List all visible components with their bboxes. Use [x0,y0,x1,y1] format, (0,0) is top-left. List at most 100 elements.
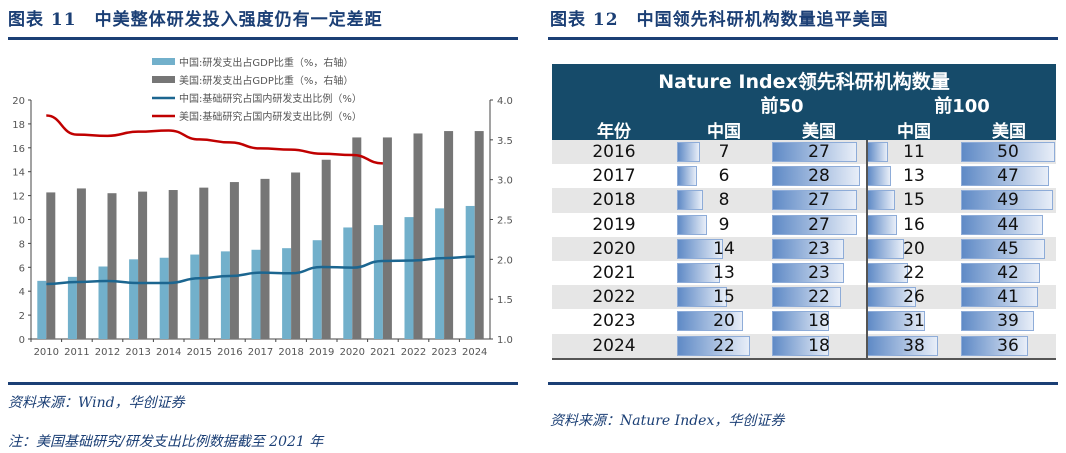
right-figure-title: 图表 12 中国领先科研机构数量追平美国 [550,10,889,30]
us50-value: 27 [808,214,830,235]
table-row: 2022 15 22 26 41 [552,285,1056,310]
cn50-data-bar [677,142,701,162]
cn100-value: 26 [903,287,925,308]
us50-data-bar [772,262,845,283]
cn50-cell: 20 [677,309,771,333]
year-cell: 2020 [592,238,636,259]
left-tick-label: 14 [12,168,25,179]
cn100-cell: 26 [867,285,961,309]
china-rd-gdp-bar [404,217,414,339]
cn50-data-bar [677,166,697,187]
x-tick-label: 2024 [462,347,487,358]
cn50-cell: 15 [677,285,771,309]
left-tick-label: 18 [12,120,25,131]
right-tick-label: 1.0 [497,335,513,346]
x-tick-label: 2021 [370,347,395,358]
us100-value: 49 [997,190,1019,211]
us100-data-bar [961,262,1040,283]
cn50-value: 22 [713,335,735,356]
cn50-cell: 7 [677,140,771,164]
legend-label: 美国:研发支出占GDP比重（%，右轴） [179,74,353,87]
x-tick-label: 2017 [248,347,273,358]
group-top100: 前100 [934,96,990,117]
right-title-rule [548,37,1058,40]
china-rd-gdp-bar [67,276,77,339]
left-tick-label: 8 [19,239,25,250]
china-rd-gdp-bar [465,205,475,339]
cn100-value: 11 [903,142,925,162]
x-tick-label: 2013 [125,347,150,358]
x-tick-label: 2012 [95,347,120,358]
us100-value: 47 [997,166,1019,187]
col-year: 年份 [597,122,631,142]
us100-data-bar [961,311,1034,332]
cn100-value: 38 [903,335,925,356]
china-rd-gdp-bar [435,208,445,339]
right-tick-label: 3.5 [497,136,513,147]
table-row: 2020 14 23 20 45 [552,236,1056,261]
us50-value: 28 [808,166,830,187]
cn50-value: 14 [713,238,735,259]
us-rd-gdp-bar [321,159,331,339]
china-rd-gdp-bar [98,266,108,339]
china-rd-gdp-bar [312,240,322,339]
cn50-cell: 9 [677,213,771,237]
us50-cell: 22 [772,285,866,309]
china-rd-gdp-bar [220,251,230,339]
cn50-cell: 14 [677,237,771,261]
year-cell: 2018 [592,190,636,211]
col-china-top100: 中国 [897,122,931,142]
us-rd-gdp-bar [444,131,454,339]
cn50-data-bar [677,311,743,332]
x-tick-label: 2016 [217,347,242,358]
us50-value: 27 [808,142,830,162]
x-tick-label: 2022 [401,347,426,358]
legend-label: 中国:基础研究占国内研发支出比例（%） [179,92,362,105]
table-row: 2023 20 18 31 39 [552,309,1056,333]
china-rd-gdp-bar [373,225,383,339]
us100-data-bar [961,287,1038,308]
cn50-cell: 8 [677,188,771,212]
us100-value: 50 [997,142,1019,162]
us-rd-gdp-bar [291,172,301,339]
cn100-cell: 20 [867,237,961,261]
left-tick-label: 4 [19,287,25,298]
us50-data-bar [772,142,858,162]
us100-cell: 41 [961,285,1055,309]
table-bottom-line [552,358,1056,360]
x-tick-label: 2011 [64,347,89,358]
us100-cell: 36 [961,334,1055,358]
cn100-cell: 15 [867,188,961,212]
us100-data-bar [961,142,1055,162]
nature-index-table: Nature Index领先科研机构数量 前50 前100 年份 中国 美国 中… [552,64,1056,360]
cn50-cell: 6 [677,164,771,188]
left-tick-label: 10 [12,216,25,227]
cn100-cell: 22 [867,261,961,285]
us50-value: 22 [808,287,830,308]
left-tick-label: 0 [19,335,25,346]
table-title: Nature Index领先科研机构数量 [658,71,950,93]
us50-data-bar [772,214,858,235]
us100-data-bar [961,214,1044,235]
cn100-value: 15 [903,190,925,211]
china-basic-research-line [46,255,475,286]
china-rd-gdp-bar [190,254,200,339]
us50-data-bar [772,287,842,308]
table-row: 2018 8 27 15 49 [552,188,1056,213]
table-row: 2024 22 18 38 36 [552,333,1056,358]
left-tick-label: 2 [19,311,25,322]
us50-data-bar [772,190,858,211]
left-tick-label: 20 [12,96,25,107]
us100-cell: 49 [961,188,1055,212]
left-tick-label: 12 [12,192,25,203]
year-cell: 2019 [592,214,636,235]
us100-value: 45 [997,238,1019,259]
us100-value: 36 [997,335,1019,356]
cn100-cell: 16 [867,213,961,237]
us50-cell: 18 [772,334,866,358]
col-us-top50: 美国 [802,122,836,142]
us100-value: 44 [997,214,1019,235]
us100-value: 39 [997,311,1019,332]
us100-data-bar [961,190,1053,211]
us50-cell: 23 [772,237,866,261]
